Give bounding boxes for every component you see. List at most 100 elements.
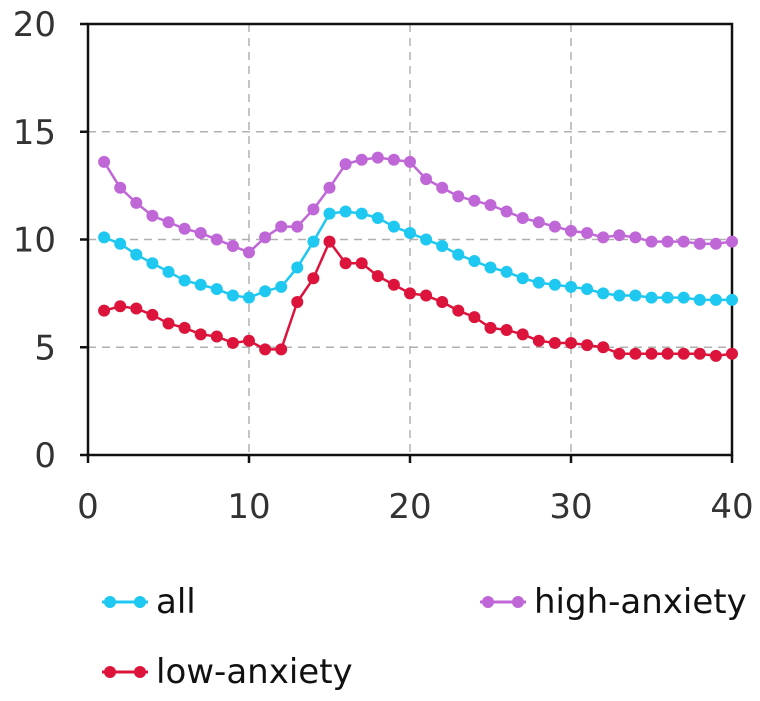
data-point-low-anxiety-13 [291, 295, 304, 308]
data-point-all-10 [243, 291, 255, 304]
data-point-low-anxiety-16 [339, 257, 352, 270]
data-point-high-anxiety-29 [548, 220, 561, 233]
data-point-all-3 [130, 248, 143, 261]
data-point-all-29 [548, 278, 561, 291]
data-point-low-anxiety-22 [436, 295, 449, 308]
y-tick-label-10: 10 [13, 221, 56, 261]
data-point-all-4 [146, 257, 159, 270]
series-all [98, 205, 738, 306]
data-point-low-anxiety-34 [629, 347, 642, 360]
legend-item-high-anxiety: high-anxiety [478, 574, 747, 630]
series-line-high-anxiety [103, 156, 733, 254]
data-point-low-anxiety-7 [194, 328, 207, 341]
data-point-high-anxiety-32 [597, 231, 610, 244]
data-point-high-anxiety-40 [726, 235, 738, 248]
data-point-low-anxiety-30 [565, 336, 577, 349]
data-point-low-anxiety-17 [355, 257, 368, 270]
data-point-high-anxiety-18 [371, 151, 384, 164]
data-point-low-anxiety-12 [275, 343, 288, 356]
x-tick-label-20: 20 [388, 487, 431, 527]
data-point-low-anxiety-26 [500, 324, 513, 337]
data-point-all-13 [291, 261, 304, 274]
data-point-all-30 [565, 280, 577, 293]
legend-swatch-high-anxiety [480, 596, 526, 608]
data-point-high-anxiety-22 [436, 181, 449, 194]
data-point-all-36 [661, 291, 674, 304]
data-point-all-17 [355, 207, 368, 220]
data-point-high-anxiety-12 [275, 220, 288, 233]
legend-swatch-low-anxiety [102, 666, 148, 678]
x-tick-label-40: 40 [710, 487, 753, 527]
data-point-all-15 [323, 207, 336, 220]
data-point-low-anxiety-2 [114, 300, 127, 313]
data-point-low-anxiety-4 [146, 308, 159, 321]
y-tick-label-20: 20 [13, 5, 56, 45]
data-point-low-anxiety-40 [726, 347, 738, 360]
data-point-low-anxiety-6 [178, 321, 191, 334]
legend-item-all: all [100, 574, 196, 630]
data-point-all-6 [178, 274, 191, 287]
data-point-low-anxiety-3 [130, 302, 143, 315]
data-point-low-anxiety-33 [613, 347, 626, 360]
data-point-all-1 [98, 231, 111, 244]
data-point-all-12 [275, 280, 288, 293]
data-point-all-32 [597, 287, 610, 300]
data-point-low-anxiety-8 [210, 330, 223, 343]
data-point-all-20 [404, 227, 416, 240]
data-point-high-anxiety-11 [259, 231, 272, 244]
data-point-low-anxiety-38 [693, 347, 706, 360]
data-point-high-anxiety-33 [613, 229, 626, 242]
axes [80, 22, 734, 463]
y-tick-label-5: 5 [34, 328, 56, 368]
data-point-all-14 [307, 235, 320, 248]
data-point-high-anxiety-23 [452, 190, 465, 203]
data-point-all-25 [484, 261, 497, 274]
data-point-low-anxiety-15 [323, 235, 336, 248]
legend-swatch-all [102, 596, 148, 608]
data-point-all-18 [371, 211, 384, 224]
data-point-high-anxiety-31 [581, 227, 594, 240]
data-point-high-anxiety-3 [130, 196, 143, 209]
data-point-low-anxiety-35 [645, 347, 658, 360]
data-point-high-anxiety-9 [226, 239, 239, 252]
data-point-all-27 [516, 272, 529, 285]
data-point-all-26 [500, 265, 513, 278]
data-point-low-anxiety-25 [484, 321, 497, 334]
data-point-low-anxiety-14 [307, 272, 320, 285]
data-point-low-anxiety-29 [548, 336, 561, 349]
data-point-low-anxiety-23 [452, 304, 465, 317]
x-tick-label-30: 30 [549, 487, 592, 527]
data-point-high-anxiety-16 [339, 158, 352, 171]
data-point-high-anxiety-30 [565, 224, 577, 237]
data-point-all-19 [387, 220, 400, 233]
data-point-low-anxiety-27 [516, 328, 529, 341]
data-point-high-anxiety-25 [484, 199, 497, 212]
legend-item-low-anxiety: low-anxiety [100, 644, 353, 700]
data-point-high-anxiety-7 [194, 227, 207, 240]
data-point-high-anxiety-13 [291, 220, 304, 233]
series-layer [98, 151, 738, 362]
data-point-all-11 [259, 285, 272, 298]
data-point-high-anxiety-10 [243, 246, 255, 259]
data-point-high-anxiety-34 [629, 231, 642, 244]
grid [88, 24, 732, 455]
data-point-high-anxiety-39 [709, 237, 722, 250]
data-point-all-24 [468, 255, 481, 268]
legend-label-high-anxiety: high-anxiety [534, 582, 747, 622]
data-point-high-anxiety-17 [355, 153, 368, 166]
data-point-all-21 [420, 233, 433, 246]
data-point-high-anxiety-38 [693, 237, 706, 250]
series-line-low-anxiety [103, 240, 733, 358]
tick-labels: 0 10 20 30 40 0 5 10 15 20 [13, 5, 754, 527]
data-point-high-anxiety-20 [404, 155, 416, 168]
data-point-low-anxiety-31 [581, 339, 594, 352]
data-point-high-anxiety-24 [468, 194, 481, 207]
data-point-all-23 [452, 248, 465, 261]
data-point-high-anxiety-2 [114, 181, 127, 194]
data-point-all-7 [194, 278, 207, 291]
data-point-high-anxiety-15 [323, 181, 336, 194]
data-point-high-anxiety-5 [162, 216, 175, 229]
data-point-all-37 [677, 291, 690, 304]
line-chart: 0 10 20 30 40 0 5 10 15 20 [13, 5, 754, 527]
data-point-all-35 [645, 291, 658, 304]
